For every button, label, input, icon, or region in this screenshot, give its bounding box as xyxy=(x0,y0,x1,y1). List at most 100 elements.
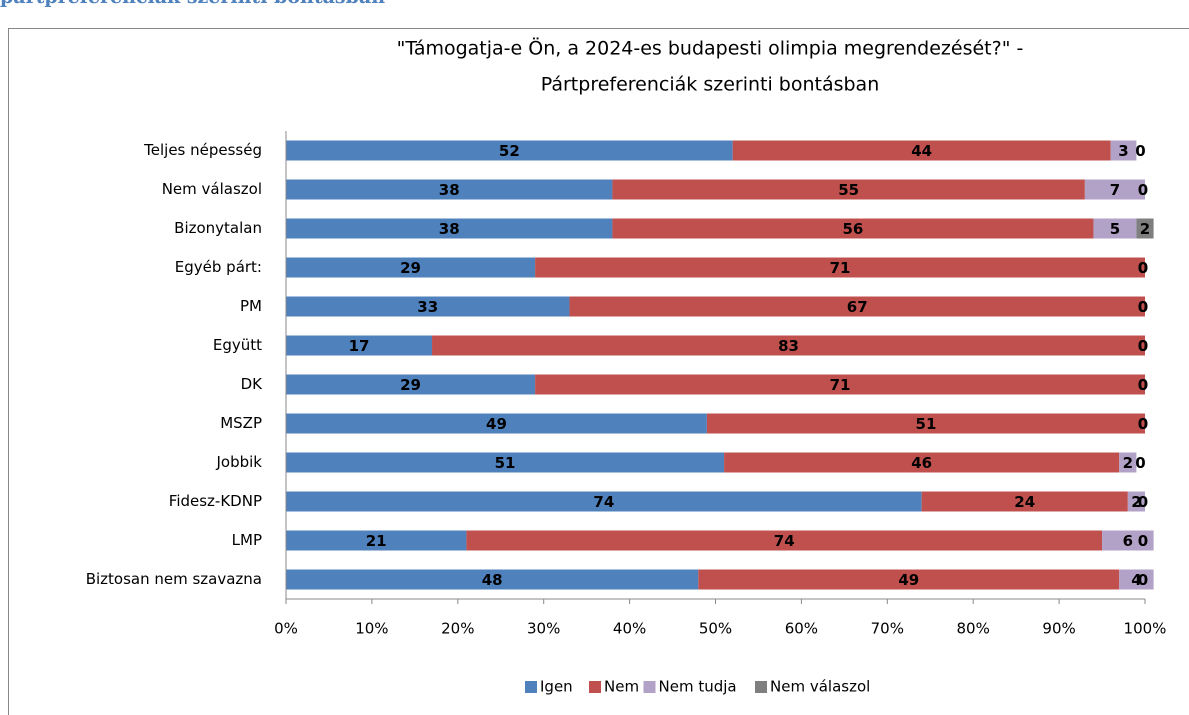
bar-segment xyxy=(1102,530,1154,551)
data-label: 0 xyxy=(1138,415,1148,433)
data-label: 0 xyxy=(1135,142,1145,160)
bar-segment xyxy=(569,296,1145,317)
data-label: 49 xyxy=(486,415,507,433)
data-label: 0 xyxy=(1138,181,1148,199)
y-tick-label: Jobbik xyxy=(216,453,263,471)
bar-segment xyxy=(1084,179,1145,200)
data-label: 2 xyxy=(1123,454,1133,472)
x-tick-label: 0% xyxy=(274,620,298,638)
legend-label: Igen xyxy=(540,678,573,696)
x-tick-label: 30% xyxy=(527,620,560,638)
data-label: 6 xyxy=(1123,532,1133,550)
x-tick-label: 60% xyxy=(785,620,818,638)
data-label: 44 xyxy=(911,142,932,160)
legend-label: Nem tudja xyxy=(659,678,737,696)
data-label: 29 xyxy=(400,376,421,394)
bar-segment xyxy=(286,413,707,434)
legend-swatch xyxy=(525,681,537,693)
bar-segment xyxy=(535,257,1145,278)
bar-segment xyxy=(432,335,1145,356)
data-label: 29 xyxy=(400,259,421,277)
x-tick-label: 10% xyxy=(355,620,388,638)
data-label: 0 xyxy=(1138,337,1148,355)
legend-swatch xyxy=(755,681,767,693)
bar-segment xyxy=(724,452,1120,473)
bar-segment xyxy=(1119,569,1154,590)
bar-segment xyxy=(286,335,433,356)
data-label: 74 xyxy=(774,532,795,550)
data-label: 48 xyxy=(482,571,503,589)
bar-segment xyxy=(286,140,733,161)
data-label: 2 xyxy=(1140,220,1150,238)
legend-swatch xyxy=(643,681,656,693)
bar-segment xyxy=(921,491,1128,512)
x-tick-label: 80% xyxy=(957,620,990,638)
data-label: 38 xyxy=(439,181,460,199)
data-label: 0 xyxy=(1138,493,1148,511)
data-label: 5 xyxy=(1110,220,1120,238)
y-tick-label: DK xyxy=(241,375,264,393)
chart-frame xyxy=(8,28,1189,715)
bar-segment xyxy=(286,491,922,512)
data-label: 21 xyxy=(366,532,387,550)
chart-title: Pártpreferenciák szerinti bontásban xyxy=(541,74,880,96)
y-tick-label: Fidesz-KDNP xyxy=(169,492,262,510)
data-label: 71 xyxy=(830,376,851,394)
bar-segment xyxy=(466,530,1103,551)
bar-segment xyxy=(286,218,613,239)
data-label: 51 xyxy=(495,454,516,472)
bar-segment xyxy=(1136,218,1154,239)
bar-segment xyxy=(1127,491,1145,512)
data-label: 49 xyxy=(898,571,919,589)
data-label: 56 xyxy=(843,220,864,238)
x-tick-label: 100% xyxy=(1124,620,1167,638)
bar-segment xyxy=(286,452,725,473)
data-label: 7 xyxy=(1110,181,1120,199)
x-tick-label: 40% xyxy=(613,620,646,638)
data-label: 24 xyxy=(1014,493,1035,511)
y-tick-label: PM xyxy=(240,297,262,315)
bar-segment xyxy=(1119,452,1137,473)
bar-segment xyxy=(612,218,1094,239)
legend-label: Nem xyxy=(604,678,639,696)
bar-segment xyxy=(706,413,1145,434)
data-label: 74 xyxy=(593,493,614,511)
data-label: 55 xyxy=(838,181,859,199)
data-label: 38 xyxy=(439,220,460,238)
data-label: 52 xyxy=(499,142,520,160)
legend-swatch xyxy=(589,681,601,693)
data-label: 17 xyxy=(349,337,370,355)
data-label: 51 xyxy=(916,415,937,433)
data-label: 33 xyxy=(417,298,438,316)
data-label: 2 xyxy=(1131,493,1141,511)
bar-segment xyxy=(698,569,1120,590)
bar-segment xyxy=(286,569,699,590)
bar-segment xyxy=(286,374,536,395)
bar-segment xyxy=(286,530,467,551)
x-tick-label: 50% xyxy=(699,620,732,638)
data-label: 71 xyxy=(830,259,851,277)
chart-title: "Támogatja-e Ön, a 2024-es budapesti oli… xyxy=(397,37,1024,60)
data-label: 0 xyxy=(1138,259,1148,277)
y-tick-label: Teljes népesség xyxy=(143,141,262,159)
data-label: 0 xyxy=(1138,376,1148,394)
data-label: 0 xyxy=(1138,532,1148,550)
x-tick-label: 90% xyxy=(1042,620,1075,638)
bar-segment xyxy=(286,179,613,200)
data-label: 0 xyxy=(1138,337,1148,355)
y-tick-label: Biztosan nem szavazna xyxy=(86,570,262,588)
data-label: 83 xyxy=(778,337,799,355)
data-label: 0 xyxy=(1135,454,1145,472)
bar-segment xyxy=(1110,140,1137,161)
bar-segment xyxy=(732,140,1111,161)
data-label: 4 xyxy=(1131,571,1141,589)
x-tick-label: 20% xyxy=(441,620,474,638)
bar-segment xyxy=(286,257,536,278)
bar-segment xyxy=(535,374,1145,395)
data-label: 67 xyxy=(847,298,868,316)
y-tick-label: Együtt xyxy=(213,336,262,354)
y-tick-label: Egyéb párt: xyxy=(175,258,262,276)
data-label: 0 xyxy=(1138,298,1148,316)
data-label: 0 xyxy=(1138,571,1148,589)
